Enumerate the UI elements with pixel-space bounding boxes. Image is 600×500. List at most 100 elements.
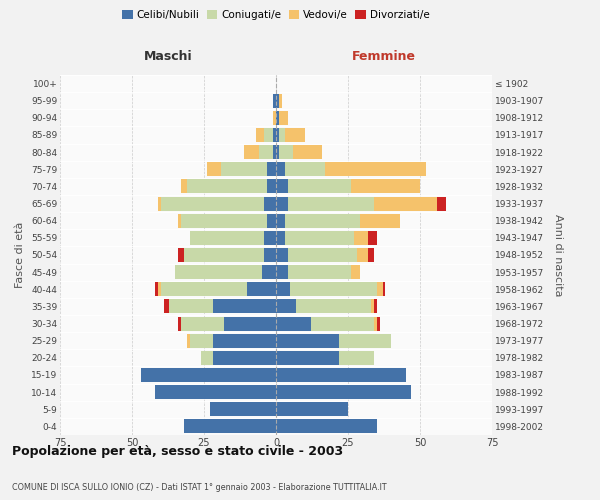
Bar	[181, 180, 187, 194]
Bar	[276, 128, 279, 142]
Bar	[284, 214, 359, 228]
Bar	[178, 214, 181, 228]
Bar	[276, 385, 412, 399]
Bar	[273, 111, 276, 125]
Y-axis label: Anni di nascita: Anni di nascita	[553, 214, 563, 296]
Bar	[184, 248, 265, 262]
Bar	[187, 180, 268, 194]
Bar	[169, 300, 212, 314]
Bar	[155, 282, 158, 296]
Bar	[184, 420, 276, 434]
Bar	[158, 282, 161, 296]
Bar	[212, 334, 276, 347]
Bar	[161, 196, 265, 210]
Bar	[296, 300, 371, 314]
Text: Popolazione per età, sesso e stato civile - 2003: Popolazione per età, sesso e stato civil…	[12, 444, 343, 458]
Bar	[284, 231, 354, 245]
Bar	[175, 265, 262, 279]
Bar	[178, 316, 181, 330]
Bar	[276, 282, 290, 296]
Bar	[377, 316, 380, 330]
Bar	[273, 128, 276, 142]
Bar	[140, 368, 276, 382]
Bar	[164, 300, 169, 314]
Bar	[265, 196, 276, 210]
Bar	[279, 94, 282, 108]
Bar	[181, 214, 268, 228]
Bar	[276, 300, 296, 314]
Bar	[161, 282, 247, 296]
Bar	[354, 231, 368, 245]
Bar	[383, 282, 385, 296]
Bar	[276, 196, 287, 210]
Bar	[276, 402, 348, 416]
Bar	[265, 231, 276, 245]
Text: Femmine: Femmine	[352, 50, 416, 62]
Bar	[374, 316, 377, 330]
Bar	[437, 196, 446, 210]
Bar	[287, 248, 356, 262]
Bar	[279, 145, 293, 159]
Bar	[276, 420, 377, 434]
Bar	[276, 265, 287, 279]
Y-axis label: Fasce di età: Fasce di età	[16, 222, 25, 288]
Bar	[247, 282, 276, 296]
Bar	[265, 248, 276, 262]
Bar	[290, 282, 377, 296]
Bar	[340, 334, 391, 347]
Bar	[212, 351, 276, 365]
Bar	[268, 214, 276, 228]
Legend: Celibi/Nubili, Coniugati/e, Vedovi/e, Divorziati/e: Celibi/Nubili, Coniugati/e, Vedovi/e, Di…	[120, 8, 432, 22]
Bar	[284, 162, 325, 176]
Bar	[221, 162, 268, 176]
Bar	[279, 128, 284, 142]
Bar	[325, 162, 426, 176]
Bar	[276, 180, 287, 194]
Bar	[276, 162, 284, 176]
Bar	[158, 196, 161, 210]
Bar	[374, 196, 437, 210]
Bar	[371, 300, 374, 314]
Bar	[262, 265, 276, 279]
Bar	[244, 145, 259, 159]
Bar	[276, 231, 284, 245]
Bar	[190, 334, 212, 347]
Bar	[190, 231, 265, 245]
Bar	[377, 282, 383, 296]
Bar	[279, 111, 287, 125]
Bar	[276, 111, 279, 125]
Bar	[340, 351, 374, 365]
Bar	[287, 265, 351, 279]
Bar	[224, 316, 276, 330]
Bar	[276, 334, 340, 347]
Bar	[268, 162, 276, 176]
Bar	[311, 316, 374, 330]
Bar	[276, 368, 406, 382]
Bar	[259, 145, 273, 159]
Bar	[268, 180, 276, 194]
Bar	[359, 214, 400, 228]
Bar	[287, 196, 374, 210]
Bar	[187, 334, 190, 347]
Bar	[178, 248, 184, 262]
Bar	[210, 402, 276, 416]
Bar	[374, 300, 377, 314]
Bar	[256, 128, 265, 142]
Bar	[351, 180, 420, 194]
Bar	[368, 248, 374, 262]
Bar	[181, 316, 224, 330]
Bar	[287, 180, 351, 194]
Bar	[284, 128, 305, 142]
Bar	[201, 351, 212, 365]
Bar	[356, 248, 368, 262]
Bar	[276, 214, 284, 228]
Bar	[276, 94, 279, 108]
Bar	[207, 162, 221, 176]
Bar	[368, 231, 377, 245]
Bar	[265, 128, 273, 142]
Text: COMUNE DI ISCA SULLO IONIO (CZ) - Dati ISTAT 1° gennaio 2003 - Elaborazione TUTT: COMUNE DI ISCA SULLO IONIO (CZ) - Dati I…	[12, 484, 386, 492]
Bar	[276, 351, 340, 365]
Bar	[155, 385, 276, 399]
Bar	[351, 265, 359, 279]
Bar	[276, 316, 311, 330]
